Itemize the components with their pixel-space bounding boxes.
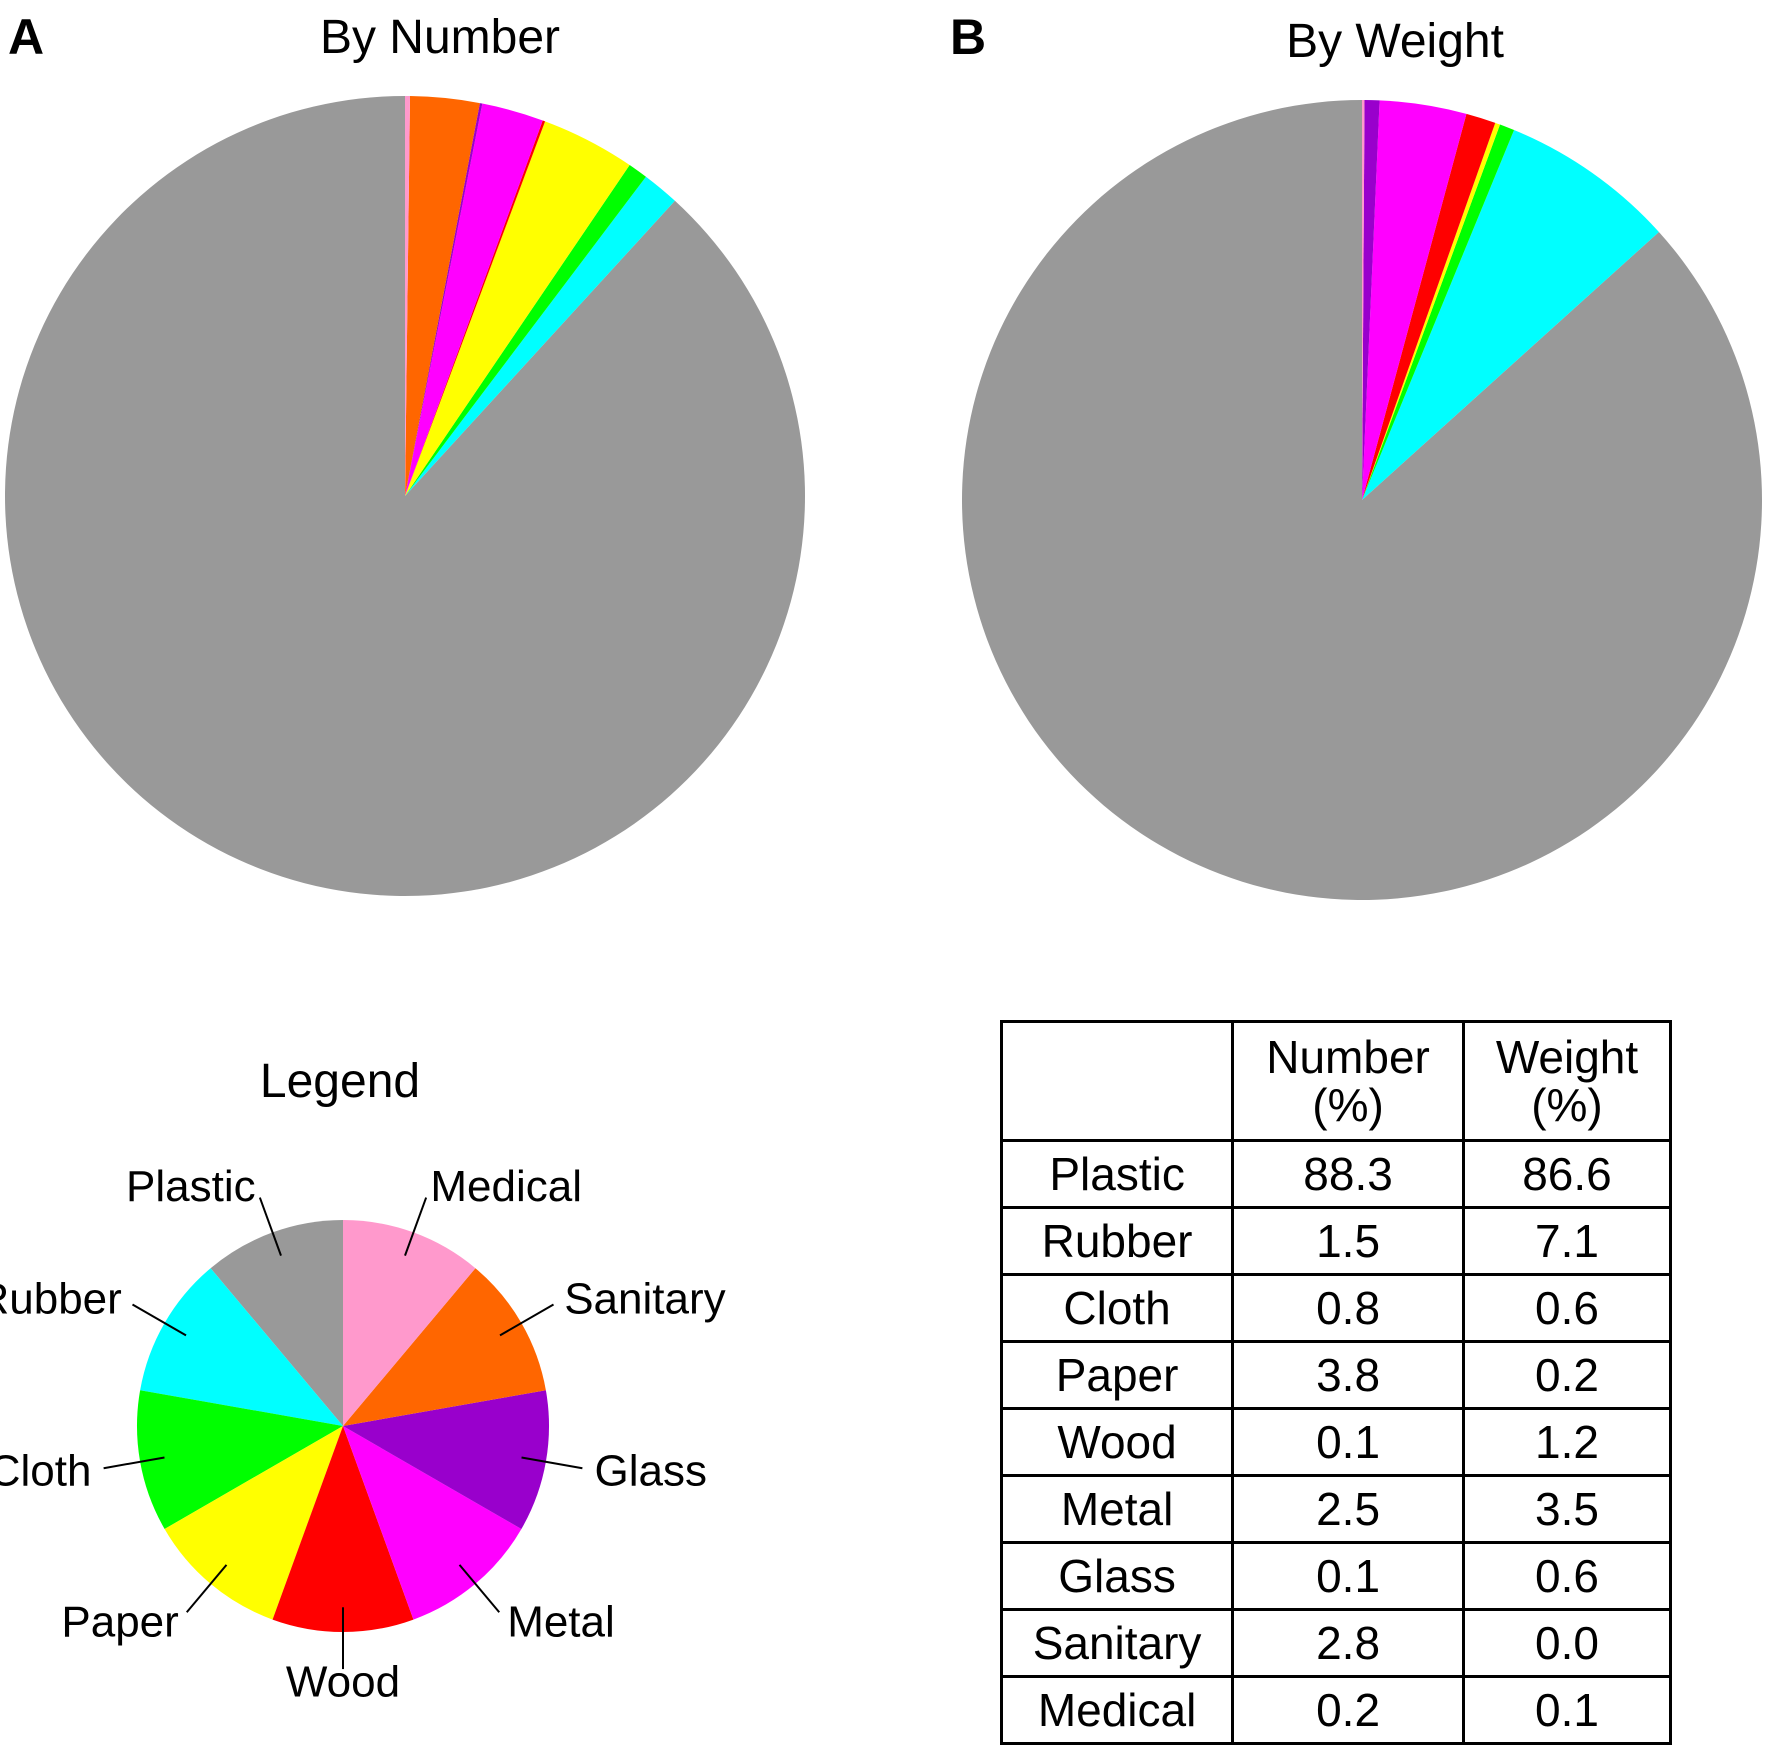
number-percent-cell: 2.8 xyxy=(1231,1608,1465,1678)
table-row: Metal 2.5 3.5 xyxy=(999,1474,1673,1544)
weight-percent-cell: 86.6 xyxy=(1461,1139,1673,1209)
legend-slice-sanitary xyxy=(343,1268,546,1426)
legend-slice-rubber xyxy=(140,1268,343,1426)
number-percent-cell: 88.3 xyxy=(1231,1139,1465,1209)
table-row: Cloth 0.8 0.6 xyxy=(999,1273,1673,1343)
weight-percent-cell: 3.5 xyxy=(1461,1474,1673,1544)
row-label: Metal xyxy=(999,1474,1235,1544)
header-weight-line1: Weight xyxy=(1495,1030,1639,1083)
header-weight-line2: (%) xyxy=(1531,1079,1603,1131)
legend-label-glass: Glass xyxy=(595,1446,707,1495)
number-slice-rubber xyxy=(405,176,675,496)
row-label: Medical xyxy=(999,1675,1235,1745)
row-label: Cloth xyxy=(999,1273,1235,1343)
weight-slice-plastic xyxy=(962,100,1762,901)
legend-label-cloth: Cloth xyxy=(0,1446,91,1495)
legend-label-plastic: Plastic xyxy=(126,1162,256,1211)
weight-slice-paper xyxy=(1362,122,1500,500)
legend-label-metal: Metal xyxy=(507,1598,615,1647)
number-slice-sanitary xyxy=(405,96,480,496)
weight-slice-rubber xyxy=(1362,130,1659,500)
weight-percent-cell: 0.0 xyxy=(1461,1608,1673,1678)
number-slice-glass xyxy=(405,103,483,497)
weight-percent-cell: 1.2 xyxy=(1461,1407,1673,1477)
header-number-line1: Number xyxy=(1266,1030,1430,1083)
legend-label-wood: Wood xyxy=(286,1657,400,1706)
legend-leader-rubber xyxy=(131,1303,187,1337)
row-label: Sanitary xyxy=(999,1608,1235,1678)
pie-by-number-title: By Number xyxy=(319,11,561,64)
row-label: Glass xyxy=(999,1541,1235,1611)
number-percent-cell: 3.8 xyxy=(1231,1340,1465,1410)
legend-leader-paper xyxy=(185,1564,228,1613)
legend-leader-medical xyxy=(404,1197,428,1256)
number-slice-paper xyxy=(405,121,630,497)
legend-pie: Plastic Rubber Cloth Paper Wood Metal Glass San… xyxy=(0,1162,726,1706)
legend-leader-glass xyxy=(521,1456,583,1470)
legend-leader-sanitary xyxy=(499,1303,555,1337)
number-percent-cell: 2.5 xyxy=(1231,1474,1465,1544)
legend-slice-metal xyxy=(343,1426,522,1620)
weight-percent-cell: 0.6 xyxy=(1461,1541,1673,1611)
pie-by-weight-title: By Weight xyxy=(1286,15,1504,68)
number-slice-plastic xyxy=(4,96,805,897)
number-slice-cloth xyxy=(405,165,646,496)
panel-b-letter: B xyxy=(950,9,987,65)
number-percent-cell: 0.1 xyxy=(1231,1541,1465,1611)
legend-slice-glass xyxy=(343,1390,549,1529)
percent-table: Number (%) Weight (%) Plastic 88.3 86.6 Rub… xyxy=(999,1020,1673,1745)
legend-label-paper: Paper xyxy=(61,1598,178,1647)
number-slice-medical xyxy=(405,96,411,496)
row-label: Plastic xyxy=(999,1139,1235,1209)
row-label: Paper xyxy=(999,1340,1235,1410)
legend-leader-plastic xyxy=(258,1197,282,1256)
legend-leader-metal xyxy=(458,1564,501,1613)
table-row: Paper 3.8 0.2 xyxy=(999,1340,1673,1410)
table-row: Glass 0.1 0.6 xyxy=(999,1541,1673,1611)
legend-label-rubber: Rubber xyxy=(0,1274,122,1323)
header-number-line2: (%) xyxy=(1312,1079,1384,1131)
number-slice-metal xyxy=(405,103,543,496)
legend-label-sanitary: Sanitary xyxy=(564,1274,725,1323)
table-row: Rubber 1.5 7.1 xyxy=(999,1206,1673,1276)
row-label: Rubber xyxy=(999,1206,1235,1276)
table-row: Medical 0.2 0.1 xyxy=(999,1675,1673,1745)
table-row: Wood 0.1 1.2 xyxy=(999,1407,1673,1477)
weight-slice-metal xyxy=(1362,100,1467,500)
pie-by-number xyxy=(4,96,805,897)
table-header-weight: Weight (%) xyxy=(1461,1020,1673,1142)
weight-slice-glass xyxy=(1362,100,1380,501)
legend-leader-cloth xyxy=(103,1456,165,1470)
table-row: Plastic 88.3 86.6 xyxy=(999,1139,1673,1209)
weight-percent-cell: 7.1 xyxy=(1461,1206,1673,1276)
number-slice-wood xyxy=(405,120,546,497)
table-header-blank xyxy=(999,1020,1235,1142)
legend-slice-cloth xyxy=(137,1390,343,1529)
number-percent-cell: 1.5 xyxy=(1231,1206,1465,1276)
weight-percent-cell: 0.2 xyxy=(1461,1340,1673,1410)
legend-title: Legend xyxy=(259,1055,421,1108)
weight-percent-cell: 0.6 xyxy=(1461,1273,1673,1343)
weight-slice-wood xyxy=(1362,113,1496,501)
table-header-number: Number (%) xyxy=(1231,1020,1465,1142)
number-percent-cell: 0.2 xyxy=(1231,1675,1465,1745)
row-label: Wood xyxy=(999,1407,1235,1477)
weight-slice-medical xyxy=(1362,100,1365,500)
legend-slice-wood xyxy=(272,1426,414,1632)
pie-by-weight xyxy=(962,100,1762,901)
weight-percent-cell: 0.1 xyxy=(1461,1675,1673,1745)
table-row: Sanitary 2.8 0.0 xyxy=(999,1608,1673,1678)
number-percent-cell: 0.8 xyxy=(1231,1273,1465,1343)
number-percent-cell: 0.1 xyxy=(1231,1407,1465,1477)
weight-slice-cloth xyxy=(1362,124,1515,500)
legend-slice-plastic xyxy=(210,1220,343,1426)
legend-label-medical: Medical xyxy=(430,1162,582,1211)
legend-slice-medical xyxy=(343,1220,476,1426)
panel-a-letter: A xyxy=(8,9,45,65)
table-header-row: Number (%) Weight (%) xyxy=(999,1020,1673,1142)
legend-slice-paper xyxy=(164,1426,343,1620)
